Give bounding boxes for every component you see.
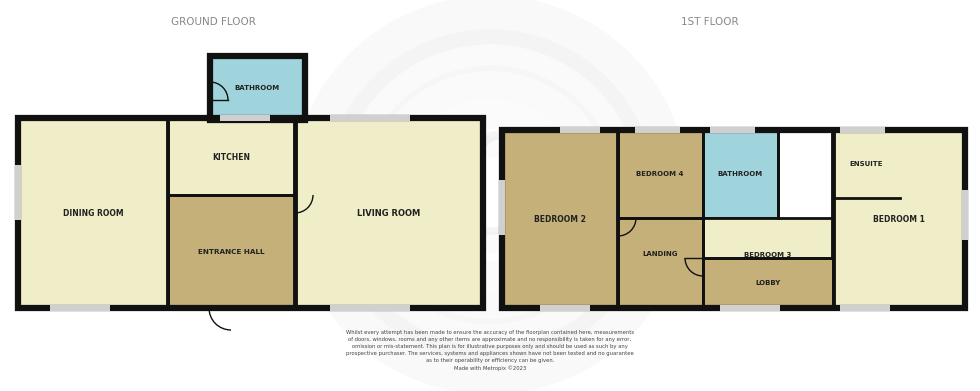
Bar: [703, 258, 833, 308]
Bar: [502, 130, 618, 308]
Bar: [703, 218, 833, 308]
Text: LANDING: LANDING: [642, 251, 678, 257]
Text: GROUND FLOOR: GROUND FLOOR: [171, 17, 256, 27]
Bar: [330, 305, 410, 311]
Bar: [210, 56, 305, 120]
Bar: [618, 218, 703, 308]
Text: BEDROOM 2: BEDROOM 2: [534, 215, 586, 224]
Bar: [840, 305, 890, 311]
Text: 1ST FLOOR: 1ST FLOOR: [681, 17, 739, 27]
Bar: [18, 118, 168, 308]
Bar: [220, 115, 270, 121]
Bar: [833, 130, 900, 198]
Bar: [840, 127, 885, 133]
Text: BEDROOM 1: BEDROOM 1: [873, 215, 925, 224]
Text: BATHROOM: BATHROOM: [234, 85, 279, 91]
Bar: [168, 195, 295, 308]
Bar: [502, 130, 965, 308]
Bar: [720, 305, 780, 311]
Text: ENTRANCE HALL: ENTRANCE HALL: [198, 249, 265, 255]
Text: LOBBY: LOBBY: [756, 280, 781, 286]
Text: KITCHEN: KITCHEN: [212, 152, 250, 161]
Text: DINING ROOM: DINING ROOM: [63, 208, 123, 217]
Text: C: C: [435, 128, 545, 262]
Bar: [635, 127, 680, 133]
Bar: [618, 130, 703, 218]
Bar: [710, 127, 755, 133]
Bar: [330, 115, 410, 121]
Bar: [703, 130, 778, 218]
Bar: [210, 56, 305, 120]
Bar: [168, 118, 295, 195]
Text: ENSUITE: ENSUITE: [850, 161, 883, 167]
Bar: [560, 127, 600, 133]
Text: BEDROOM 4: BEDROOM 4: [636, 171, 684, 177]
Bar: [833, 130, 965, 308]
Bar: [295, 118, 483, 308]
Text: LIVING ROOM: LIVING ROOM: [358, 208, 420, 217]
Text: Whilst every attempt has been made to ensure the accuracy of the floorplan conta: Whilst every attempt has been made to en…: [346, 330, 634, 371]
Bar: [499, 180, 505, 235]
Bar: [962, 190, 968, 240]
Bar: [18, 118, 483, 308]
Bar: [15, 165, 21, 220]
Text: BATHROOM: BATHROOM: [717, 171, 762, 177]
Bar: [50, 305, 110, 311]
Bar: [540, 305, 590, 311]
Text: BEDROOM 3: BEDROOM 3: [745, 252, 792, 258]
